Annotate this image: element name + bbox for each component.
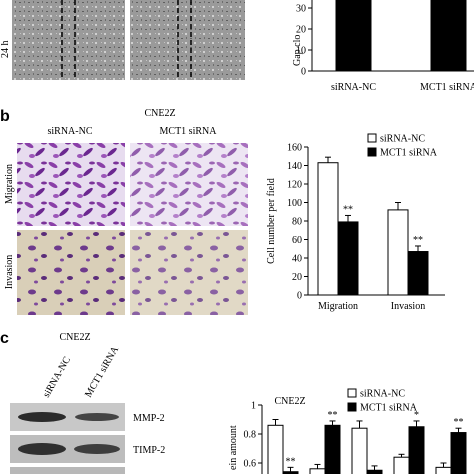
- blot: [10, 467, 125, 474]
- lane-label: MCT1 siRNA: [83, 344, 121, 399]
- x-tick-label: siRNA-NC: [331, 82, 376, 93]
- microscopy-image: [130, 0, 245, 80]
- bar: [408, 426, 425, 474]
- y-tick-label: 100: [287, 198, 302, 209]
- blot-band: [18, 443, 66, 455]
- y-tick-label: 0: [301, 67, 306, 78]
- microscopy-image: [12, 0, 125, 80]
- chart-title: CNE2Z: [274, 396, 305, 407]
- blot-band: [75, 413, 119, 421]
- significance-label: **: [286, 456, 296, 467]
- legend-label: siRNA-NC: [380, 134, 425, 145]
- cell-line: CNE2Z: [144, 108, 175, 119]
- y-tick-label: 30: [296, 4, 306, 15]
- legend-swatch: [367, 147, 377, 157]
- transwell-image: [17, 143, 125, 226]
- x-tick-label: Migration: [318, 301, 358, 312]
- legend-label: siRNA-NC: [360, 389, 405, 400]
- y-axis-label: Gap clo: [292, 35, 303, 66]
- row-label: Invasion: [4, 255, 15, 289]
- y-tick-label: 20: [296, 25, 306, 36]
- legend-swatch: [367, 133, 377, 143]
- y-tick-label: 0.8: [244, 430, 257, 441]
- significance-label: **: [328, 410, 338, 421]
- panel-label: b: [0, 108, 10, 125]
- lane-label: siRNA-NC: [41, 355, 73, 400]
- bar: [267, 424, 284, 474]
- bar: [324, 424, 341, 474]
- band-label: TIMP-2: [133, 445, 165, 456]
- transwell-image: [17, 230, 125, 315]
- panel-label: c: [0, 330, 9, 347]
- transwell-image: [130, 143, 248, 226]
- band-label: MMP-2: [133, 413, 165, 424]
- legend-label: MCT1 siRNA: [380, 148, 438, 159]
- y-tick-label: 0: [297, 291, 302, 302]
- y-tick-label: 1: [251, 401, 256, 412]
- blot-band: [18, 412, 66, 422]
- bar: [393, 456, 410, 474]
- x-tick-label: MCT1 siRNA: [420, 82, 474, 93]
- y-tick-label: 80: [292, 217, 302, 228]
- blot-band: [74, 444, 120, 454]
- y-tick-label: 120: [287, 180, 302, 191]
- transwell-image: [130, 230, 248, 315]
- bar: [387, 209, 409, 296]
- bar: [407, 251, 429, 296]
- legend-swatch: [347, 402, 357, 412]
- bar: [435, 466, 452, 474]
- row-label: Migration: [4, 164, 15, 204]
- y-tick-label: 160: [287, 143, 302, 154]
- column-label: MCT1 siRNA: [160, 126, 218, 137]
- y-tick-label: 20: [292, 272, 302, 283]
- y-tick-label: 0.6: [244, 459, 257, 470]
- bar: [430, 0, 467, 72]
- column-label: siRNA-NC: [47, 126, 92, 137]
- y-tick-label: 40: [292, 254, 302, 265]
- bar: [317, 162, 339, 296]
- significance-label: **: [413, 235, 423, 246]
- bar: [351, 427, 368, 474]
- x-tick-label: Invasion: [391, 301, 425, 312]
- bar: [335, 0, 372, 72]
- time-label: 24 h: [0, 41, 11, 59]
- cell-line: CNE2Z: [59, 332, 90, 343]
- y-tick-label: 60: [292, 235, 302, 246]
- legend-swatch: [347, 388, 357, 398]
- y-tick-label: 10: [296, 46, 306, 57]
- significance-label: *: [414, 410, 419, 421]
- bar: [337, 221, 359, 296]
- bar: [309, 468, 326, 474]
- y-tick-label: 140: [287, 161, 302, 172]
- significance-label: **: [343, 204, 353, 215]
- significance-label: **: [454, 417, 464, 428]
- bar: [450, 432, 467, 474]
- bar: [366, 469, 383, 474]
- y-axis-label: Cell number per field: [266, 178, 277, 264]
- legend-label: MCT1 siRNA: [360, 403, 418, 414]
- y-axis-label: ein amount: [228, 425, 239, 470]
